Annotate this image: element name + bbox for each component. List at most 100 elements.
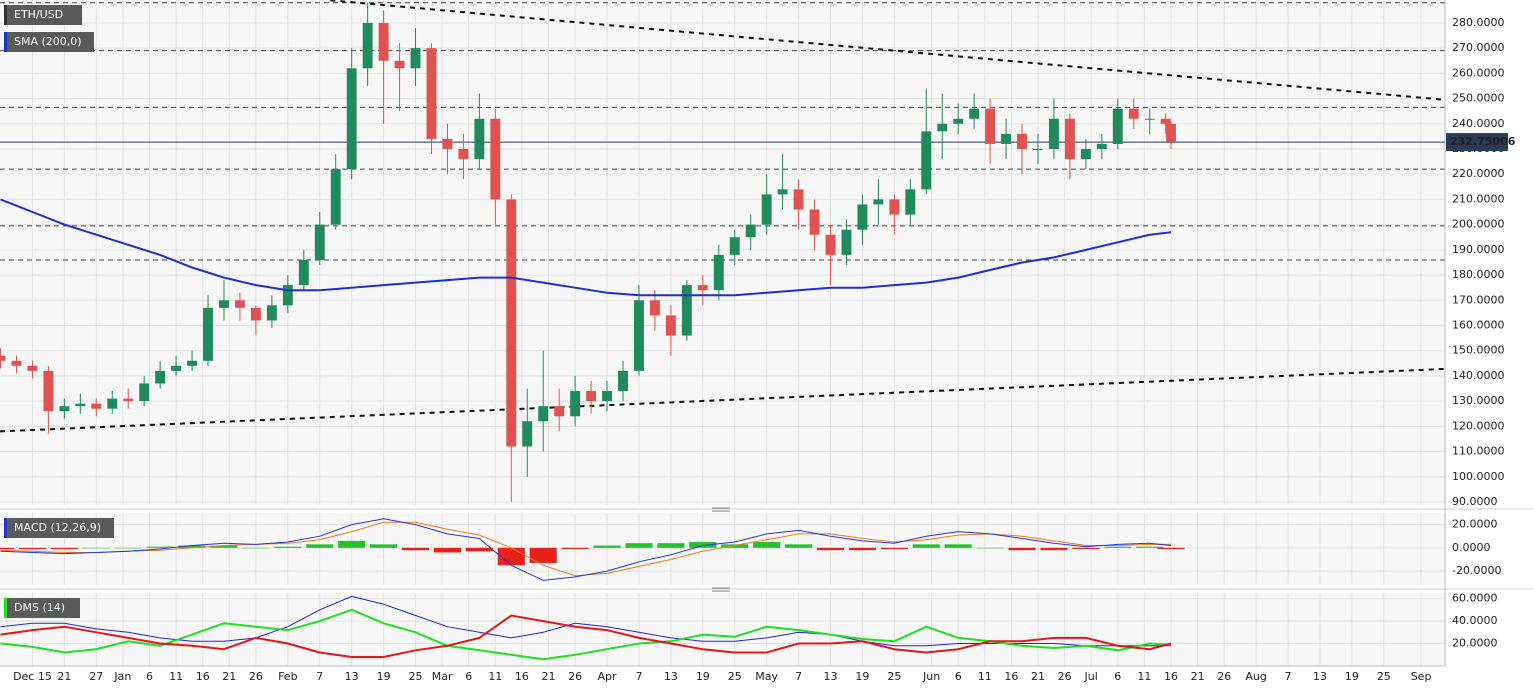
histogram-bar — [1040, 547, 1068, 551]
histogram-bar — [785, 544, 813, 548]
histogram-bar — [1104, 546, 1132, 548]
candle-body — [219, 300, 229, 308]
candle-body — [139, 383, 150, 402]
candle-body — [985, 108, 996, 144]
y-tick-label: 200.0000 — [1452, 218, 1505, 231]
legend: ETH/USD SMA (200,0) MACD (12,26,9) DMS (… — [4, 5, 114, 618]
candle-body — [634, 300, 644, 371]
candle-body — [1080, 149, 1091, 160]
x-tick-label: Dec 15 — [13, 670, 52, 683]
candle-body — [298, 259, 309, 286]
y-tick-label: 140.0000 — [1452, 369, 1505, 382]
dms-panel — [0, 593, 1445, 666]
signal-line — [0, 521, 1171, 577]
x-tick-label: 11 — [488, 670, 502, 683]
x-tick-label: Apr — [598, 670, 618, 683]
x-tick-label: 26 — [1217, 670, 1231, 683]
candle-body — [314, 224, 325, 260]
label-box[interactable] — [4, 518, 114, 538]
candle-body — [761, 194, 772, 225]
histogram-bar — [1008, 547, 1036, 551]
candle-body — [554, 406, 565, 417]
x-tick-label: 11 — [978, 670, 992, 683]
candle-body — [841, 229, 852, 255]
macd-panel — [0, 513, 1445, 585]
x-tick-label: 26 — [249, 670, 263, 683]
candle-body — [171, 365, 182, 371]
x-tick-label: 25 — [728, 670, 742, 683]
histogram-bar — [944, 544, 972, 548]
candle-body — [234, 300, 245, 308]
x-tick-label: Jun — [922, 670, 940, 683]
candle-body — [362, 22, 373, 69]
x-tick-label: 19 — [696, 670, 710, 683]
x-tick-label: 13 — [1313, 670, 1327, 683]
y-tick-label: 160.0000 — [1452, 318, 1505, 331]
histogram-bar — [1072, 547, 1100, 549]
candle-body — [602, 391, 612, 402]
x-tick-label: 21 — [542, 670, 556, 683]
x-tick-label: 25 — [1377, 670, 1391, 683]
histogram-bar — [976, 547, 1004, 549]
histogram-bar — [0, 547, 15, 549]
x-tick-label: Jul — [1084, 670, 1098, 683]
trend-line — [330, 0, 1446, 101]
x-tick-label: 7 — [316, 670, 323, 683]
x-tick-label: 11 — [1137, 670, 1151, 683]
histogram-bar — [753, 542, 781, 548]
candle-body — [155, 370, 166, 384]
histogram-bar — [433, 547, 462, 553]
x-tick-label: 21 — [222, 670, 236, 683]
histogram-bar — [306, 544, 334, 548]
histogram-bar — [721, 544, 749, 548]
label-box[interactable] — [4, 32, 94, 52]
candle-body — [11, 360, 22, 366]
y-tick-label: 270.0000 — [1452, 41, 1505, 54]
candle-body — [458, 149, 469, 160]
candle-body — [250, 307, 261, 321]
macd-label: MACD (12,26,9) — [14, 521, 101, 534]
y-tick-label: 220.0000 — [1452, 167, 1505, 180]
x-tick-label: 19 — [1345, 670, 1359, 683]
y-tick-label: 130.0000 — [1452, 394, 1505, 407]
x-tick-label: 21 — [1031, 670, 1045, 683]
dms-line — [0, 614, 1172, 658]
candle-body — [346, 68, 357, 170]
y-tick-label: 20.0000 — [1452, 518, 1498, 531]
candle-body — [937, 123, 948, 132]
candle-body — [43, 370, 54, 412]
candle-body — [27, 365, 38, 371]
histogram-bar — [401, 547, 430, 551]
grip[interactable] — [712, 507, 730, 592]
candle-body — [123, 398, 134, 402]
candle-body — [681, 285, 692, 336]
histogram-bar — [848, 547, 876, 551]
plot-layer — [0, 0, 1446, 666]
candle-body — [905, 189, 916, 215]
x-tick-label: 6 — [465, 670, 472, 683]
y-tick-label: 90.0000 — [1452, 495, 1498, 508]
x-tick-label: Sep — [1411, 670, 1432, 683]
candle-body — [1096, 143, 1107, 150]
candle-body — [1166, 123, 1176, 142]
x-tick-label: 6 — [955, 670, 962, 683]
candle-body — [187, 360, 198, 366]
histogram-bar — [210, 545, 238, 548]
label-box[interactable] — [4, 598, 80, 618]
label-accent — [4, 5, 7, 25]
histogram-bar — [880, 547, 908, 549]
x-tick-label: 19 — [377, 670, 391, 683]
candle-body — [426, 48, 437, 139]
y-tick-label: 190.0000 — [1452, 243, 1505, 256]
price-panel — [0, 0, 1445, 505]
label-box[interactable] — [4, 5, 82, 25]
x-tick-label: 7 — [795, 670, 802, 683]
histogram-bar — [465, 547, 493, 552]
histogram-bar — [816, 547, 845, 551]
x-tick-label: Jan — [113, 670, 131, 683]
x-tick-label: 16 — [196, 670, 210, 683]
histogram-bar — [146, 546, 174, 548]
y-tick-label: 260.0000 — [1452, 66, 1505, 79]
x-tick-label: 16 — [1164, 670, 1178, 683]
candle-body — [953, 118, 964, 124]
